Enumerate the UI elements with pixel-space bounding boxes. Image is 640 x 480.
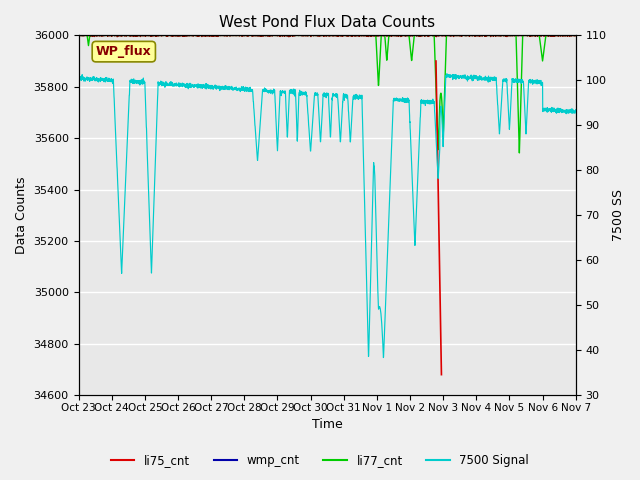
Y-axis label: 7500 SS: 7500 SS <box>612 189 625 241</box>
X-axis label: Time: Time <box>312 419 342 432</box>
Title: West Pond Flux Data Counts: West Pond Flux Data Counts <box>219 15 435 30</box>
Legend: li75_cnt, wmp_cnt, li77_cnt, 7500 Signal: li75_cnt, wmp_cnt, li77_cnt, 7500 Signal <box>106 449 534 472</box>
Text: WP_flux: WP_flux <box>96 45 152 58</box>
Y-axis label: Data Counts: Data Counts <box>15 177 28 254</box>
